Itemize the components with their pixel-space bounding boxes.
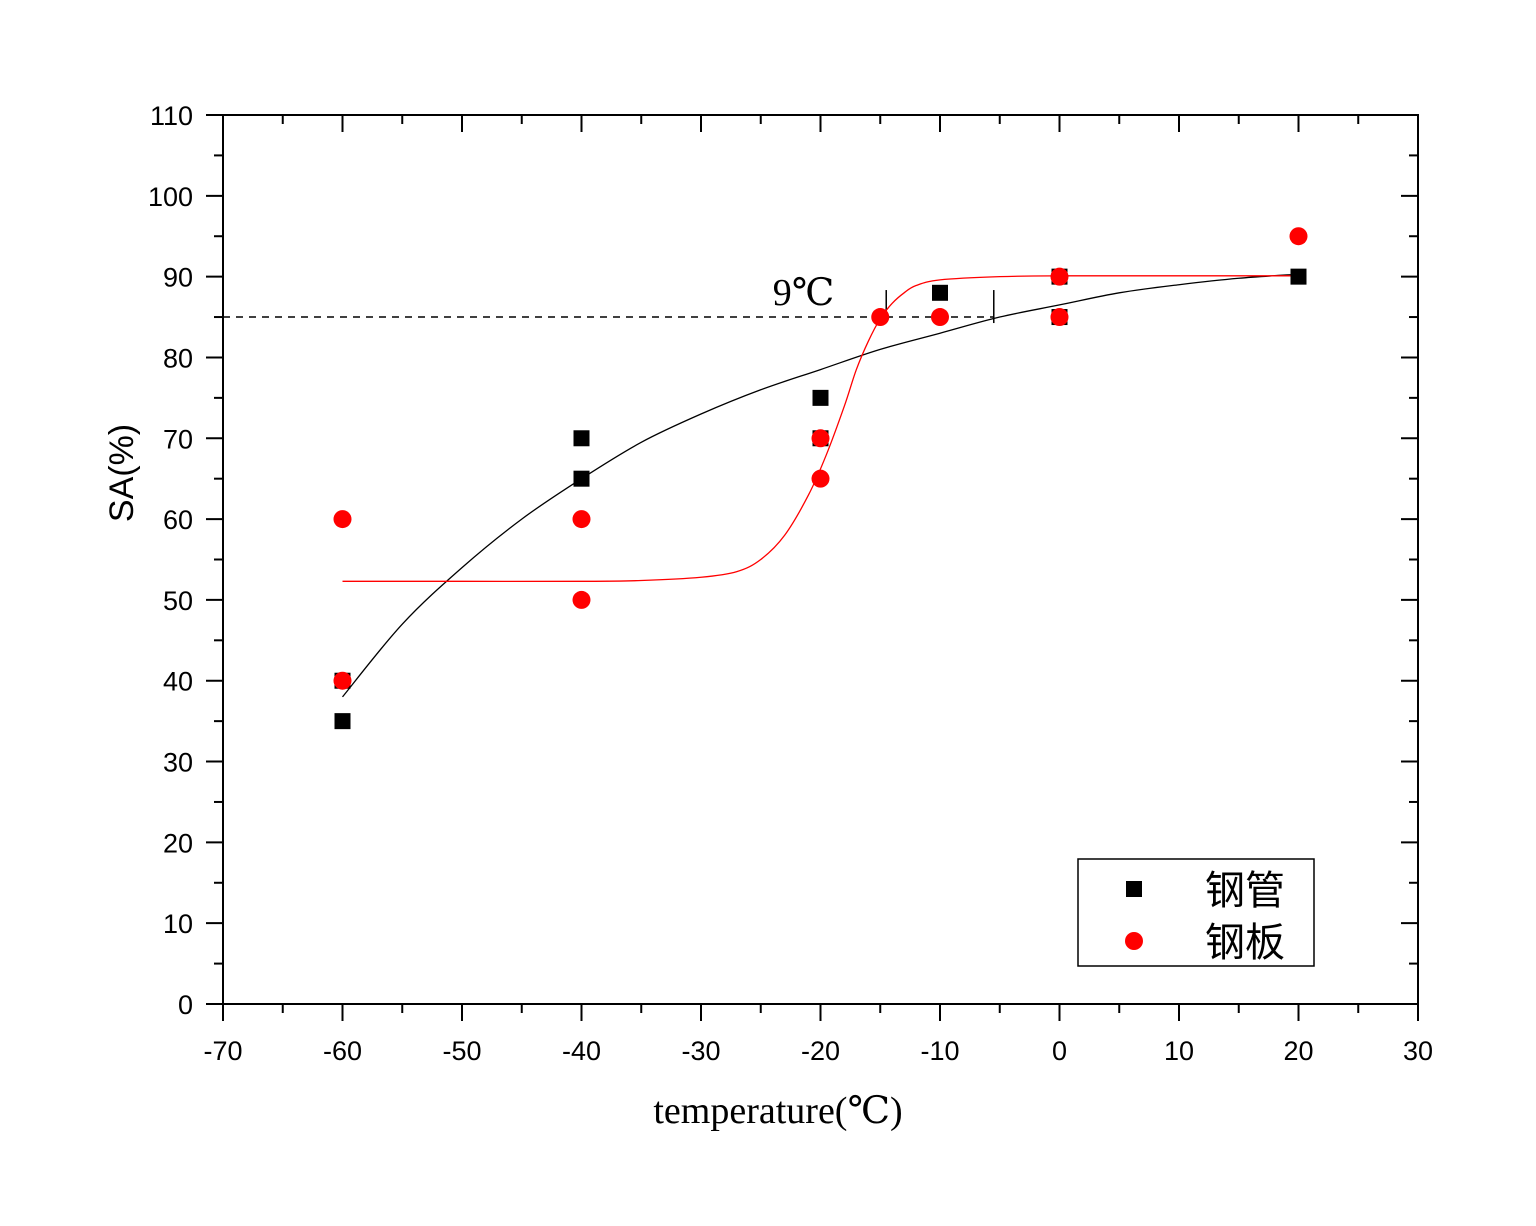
y-tick-label: 40 [163,667,193,697]
x-tick-label: 30 [1403,1036,1433,1066]
data-point-square [573,470,590,487]
x-tick-label: -30 [681,1036,720,1066]
fit-curve-series-2 [342,275,1299,583]
x-tick-label: 10 [1164,1036,1194,1066]
y-tick-label: 110 [150,101,193,131]
data-point-circle [572,510,591,529]
legend-label: 钢管 [1205,868,1285,914]
y-tick-label: 10 [163,909,193,939]
y-tick-label: 20 [163,828,193,858]
y-tick-label: 100 [148,182,193,212]
data-points [333,227,1308,730]
x-tick-label: -40 [562,1036,601,1066]
y-axis-ticks: 0 10 20 30 40 50 60 70 80 90 100 110 [148,101,1418,1020]
fit-curve-series-1 [341,273,1299,698]
data-point-circle [811,469,830,488]
x-tick-label: 20 [1283,1036,1313,1066]
legend-box [1077,858,1315,967]
legend-label: 钢板 [1205,920,1285,966]
y-tick-label: 50 [163,586,193,616]
legend-marker-square [1126,881,1142,897]
data-point-square [932,284,948,301]
data-point-circle [1289,227,1308,246]
data-point-circle [811,429,830,448]
data-point-circle [871,308,890,327]
y-tick-label: 30 [163,748,193,778]
plot-frame [222,114,1419,1005]
y-axis-label: SA(%) [103,424,141,522]
x-axis-label: temperature(℃) [653,1090,902,1132]
y-tick-label: 90 [163,263,193,293]
annotation-label: 9℃ [773,272,835,314]
x-tick-label: 0 [1052,1036,1067,1066]
x-axis-ticks: -70 -60 -50 -40 -30 -20 -10 0 10 20 30 [203,115,1433,1066]
x-tick-label: -20 [801,1036,840,1066]
x-tick-label: -70 [203,1036,242,1066]
data-point-circle [1050,308,1069,327]
data-point-square [334,713,351,730]
y-tick-label: 0 [178,990,193,1020]
data-point-circle [572,590,591,609]
data-point-circle [931,308,949,327]
x-tick-label: -50 [442,1036,481,1066]
fit-curves [341,273,1299,698]
data-point-square [1290,268,1307,285]
x-tick-label: -10 [920,1036,959,1066]
x-tick-label: -60 [323,1036,362,1066]
data-point-circle [333,510,352,529]
data-point-circle [1050,267,1069,286]
y-tick-label: 80 [163,343,193,373]
y-tick-label: 60 [163,505,193,535]
y-tick-label: 70 [163,424,193,454]
data-point-circle [333,671,352,690]
data-point-square [573,430,590,447]
data-point-square [812,389,829,406]
legend-marker-circle [1125,932,1143,950]
